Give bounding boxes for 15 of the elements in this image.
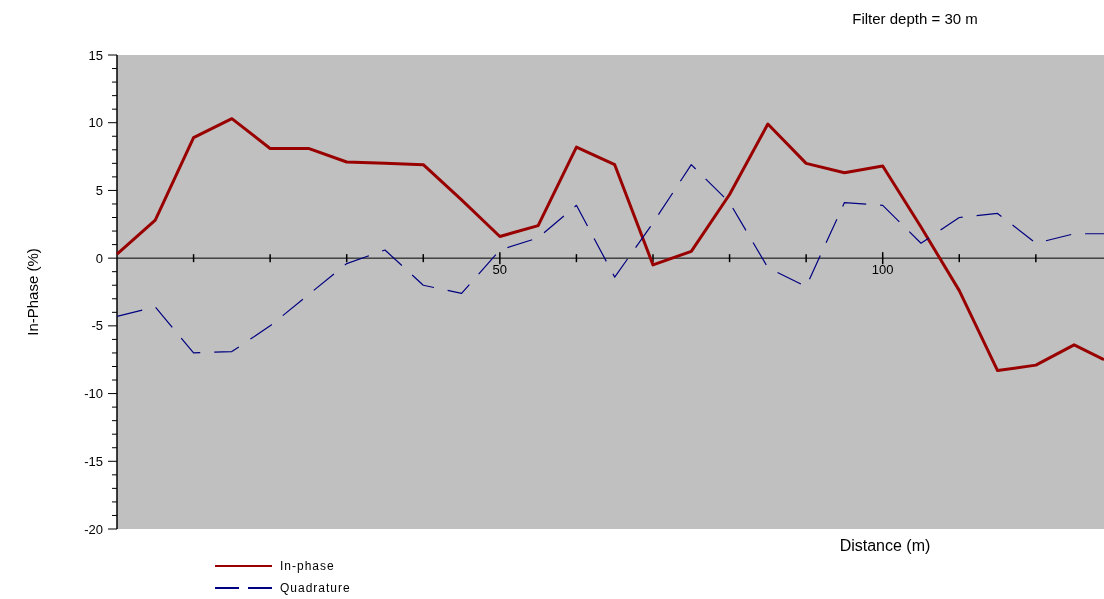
legend-label: Quadrature bbox=[280, 581, 351, 596]
x-tick-label: 50 bbox=[492, 262, 508, 278]
y-tick-label: -15 bbox=[84, 453, 103, 469]
y-tick-label: 10 bbox=[88, 115, 103, 131]
y-tick-label: 15 bbox=[88, 47, 103, 63]
x-axis-title: Distance (m) bbox=[839, 537, 931, 554]
y-tick-label: 0 bbox=[95, 250, 103, 266]
chart-title: Filter depth = 30 m bbox=[852, 10, 978, 27]
y-tick-label: -20 bbox=[84, 521, 103, 537]
x-tick-label: 100 bbox=[871, 262, 894, 278]
y-axis-title: In-Phase (%) bbox=[24, 248, 41, 336]
y-tick-label: -5 bbox=[91, 318, 103, 334]
y-tick-label: 5 bbox=[95, 182, 103, 198]
legend-label: In-phase bbox=[280, 559, 335, 574]
y-tick-label: -10 bbox=[84, 386, 103, 402]
